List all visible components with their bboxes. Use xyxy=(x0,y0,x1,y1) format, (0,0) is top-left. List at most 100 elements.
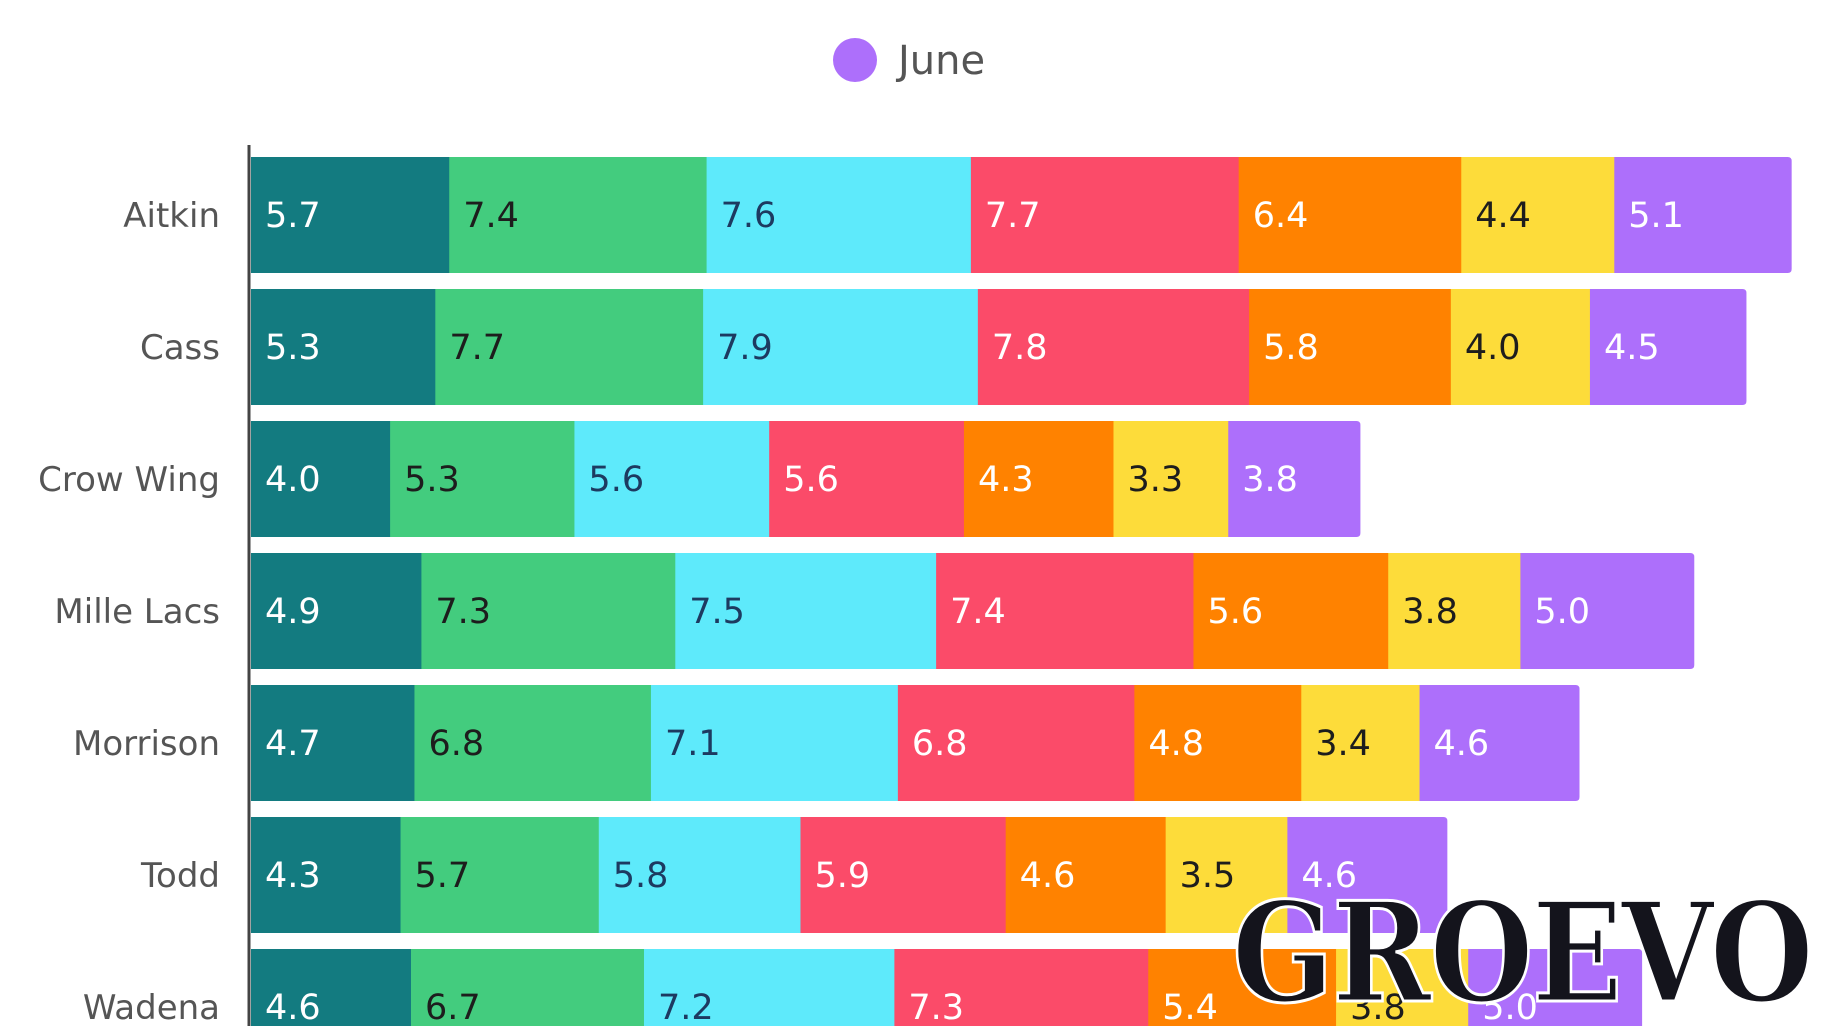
bar-segment xyxy=(1419,685,1580,801)
bar-value-label: 5.6 xyxy=(783,460,839,500)
bar-value-label: 5.3 xyxy=(404,460,460,500)
bar-value-label: 4.5 xyxy=(1604,328,1660,368)
bar-segment xyxy=(706,157,972,273)
bar-value-label: 5.3 xyxy=(265,328,321,368)
category-label: Todd xyxy=(140,856,220,896)
bar-segment xyxy=(1336,949,1470,1026)
bar-segment xyxy=(414,685,652,801)
bar-segment xyxy=(251,817,402,933)
bar-value-label: 3.3 xyxy=(1127,460,1183,500)
bar-value-label: 5.8 xyxy=(613,856,669,896)
bar-value-label: 4.6 xyxy=(1020,856,1076,896)
bar-value-label: 5.1 xyxy=(1628,196,1684,236)
bar-value-label: 5.0 xyxy=(1534,592,1590,632)
bar-segment xyxy=(410,949,645,1026)
bar-value-label: 3.4 xyxy=(1315,724,1371,764)
bar-segment xyxy=(769,421,965,537)
bar-segment xyxy=(977,289,1251,405)
bar-value-label: 6.8 xyxy=(912,724,968,764)
bar-value-label: 4.6 xyxy=(1434,724,1490,764)
bar-segment xyxy=(643,949,896,1026)
groevo-watermark-logo: GROEVO xyxy=(1231,876,1816,1026)
category-axis: Aitkin Cass Crow Wing Mille Lacs Morrison Tod… xyxy=(38,196,220,1026)
bar-value-label: 5.8 xyxy=(1263,328,1319,368)
bar-value-label: 6.4 xyxy=(1253,196,1309,236)
bar-segment xyxy=(1228,421,1361,537)
bar-segment xyxy=(1238,157,1463,273)
bar-segment xyxy=(1614,157,1792,273)
bar-value-label: 4.0 xyxy=(1465,328,1521,368)
watermark-text: GROEVO xyxy=(1232,876,1812,1026)
bar-segment xyxy=(1468,949,1643,1026)
bar-segment xyxy=(897,685,1136,801)
bar-segment xyxy=(390,421,576,537)
legend-marker xyxy=(833,38,877,82)
bar-value-label: 4.6 xyxy=(265,988,321,1026)
bar-value-label: 7.4 xyxy=(463,196,519,236)
bar-value-label: 7.3 xyxy=(435,592,491,632)
bar-segment xyxy=(1589,289,1747,405)
bar-segment xyxy=(1193,553,1390,669)
bar-segment xyxy=(435,289,705,405)
bar-value-label: 6.8 xyxy=(428,724,484,764)
bar-value-label: 7.9 xyxy=(717,328,773,368)
bar-value-label: 5.9 xyxy=(814,856,870,896)
bar-segment xyxy=(1388,553,1522,669)
bar-segment xyxy=(1520,553,1695,669)
bar-segment xyxy=(936,553,1195,669)
bar-segment xyxy=(1450,289,1591,405)
bar-value-label: 4.4 xyxy=(1475,196,1531,236)
bar-value-label: 7.5 xyxy=(689,592,745,632)
bar-value-label: 7.6 xyxy=(721,196,777,236)
bar-value-label: 5.0 xyxy=(1482,988,1538,1026)
bar-value-label: 7.7 xyxy=(449,328,505,368)
bar-value-label: 5.7 xyxy=(265,196,321,236)
bar-segment xyxy=(421,553,677,669)
bar-value-label: 7.2 xyxy=(658,988,714,1026)
bar-value-label: 6.7 xyxy=(425,988,481,1026)
bar-value-label: 7.1 xyxy=(665,724,721,764)
bar-segment xyxy=(1287,817,1448,933)
bar-segment xyxy=(251,553,423,669)
bar-segment xyxy=(400,817,600,933)
bar-value-label: 4.8 xyxy=(1148,724,1204,764)
bars xyxy=(251,157,1792,1026)
bar-segment xyxy=(574,421,771,537)
category-label: Cass xyxy=(140,328,220,368)
bar-segment xyxy=(449,157,708,273)
bar-segment xyxy=(1113,421,1230,537)
bar-value-label: 4.3 xyxy=(978,460,1034,500)
bar-segment xyxy=(894,949,1150,1026)
bar-value-label: 3.5 xyxy=(1180,856,1236,896)
bar-value-label: 5.7 xyxy=(415,856,471,896)
bar-segment xyxy=(1461,157,1616,273)
bar-value-label: 3.8 xyxy=(1350,988,1406,1026)
bar-value-label: 4.7 xyxy=(265,724,321,764)
bar-segment xyxy=(650,685,899,801)
category-label: Wadena xyxy=(83,988,220,1026)
category-label: Crow Wing xyxy=(38,460,220,500)
bar-value-label: 7.8 xyxy=(992,328,1048,368)
bar-segment xyxy=(675,553,938,669)
data-labels: 5.7 7.4 7.6 7.7 6.4 4.4 5.1 5.3 7.7 7.9 7.8 5.8 4.0 4… xyxy=(265,196,1684,1026)
bar-segment xyxy=(251,421,392,537)
bar-segment xyxy=(963,421,1115,537)
bar-value-label: 4.6 xyxy=(1301,856,1357,896)
legend-label: June xyxy=(895,38,985,84)
bar-value-label: 7.7 xyxy=(985,196,1041,236)
bar-segment xyxy=(1134,685,1303,801)
bar-value-label: 5.6 xyxy=(588,460,644,500)
bar-segment xyxy=(970,157,1240,273)
bar-segment xyxy=(1165,817,1289,933)
bar-value-label: 4.0 xyxy=(265,460,321,500)
bar-segment xyxy=(251,685,416,801)
bar-segment xyxy=(1301,685,1421,801)
bar-value-label: 7.3 xyxy=(908,988,964,1026)
bar-segment xyxy=(1249,289,1452,405)
bar-segment xyxy=(1005,817,1167,933)
bar-segment xyxy=(703,289,979,405)
bar-segment xyxy=(800,817,1007,933)
bar-value-label: 5.4 xyxy=(1162,988,1218,1026)
bar-value-label: 4.3 xyxy=(265,856,321,896)
category-label: Morrison xyxy=(73,724,220,764)
